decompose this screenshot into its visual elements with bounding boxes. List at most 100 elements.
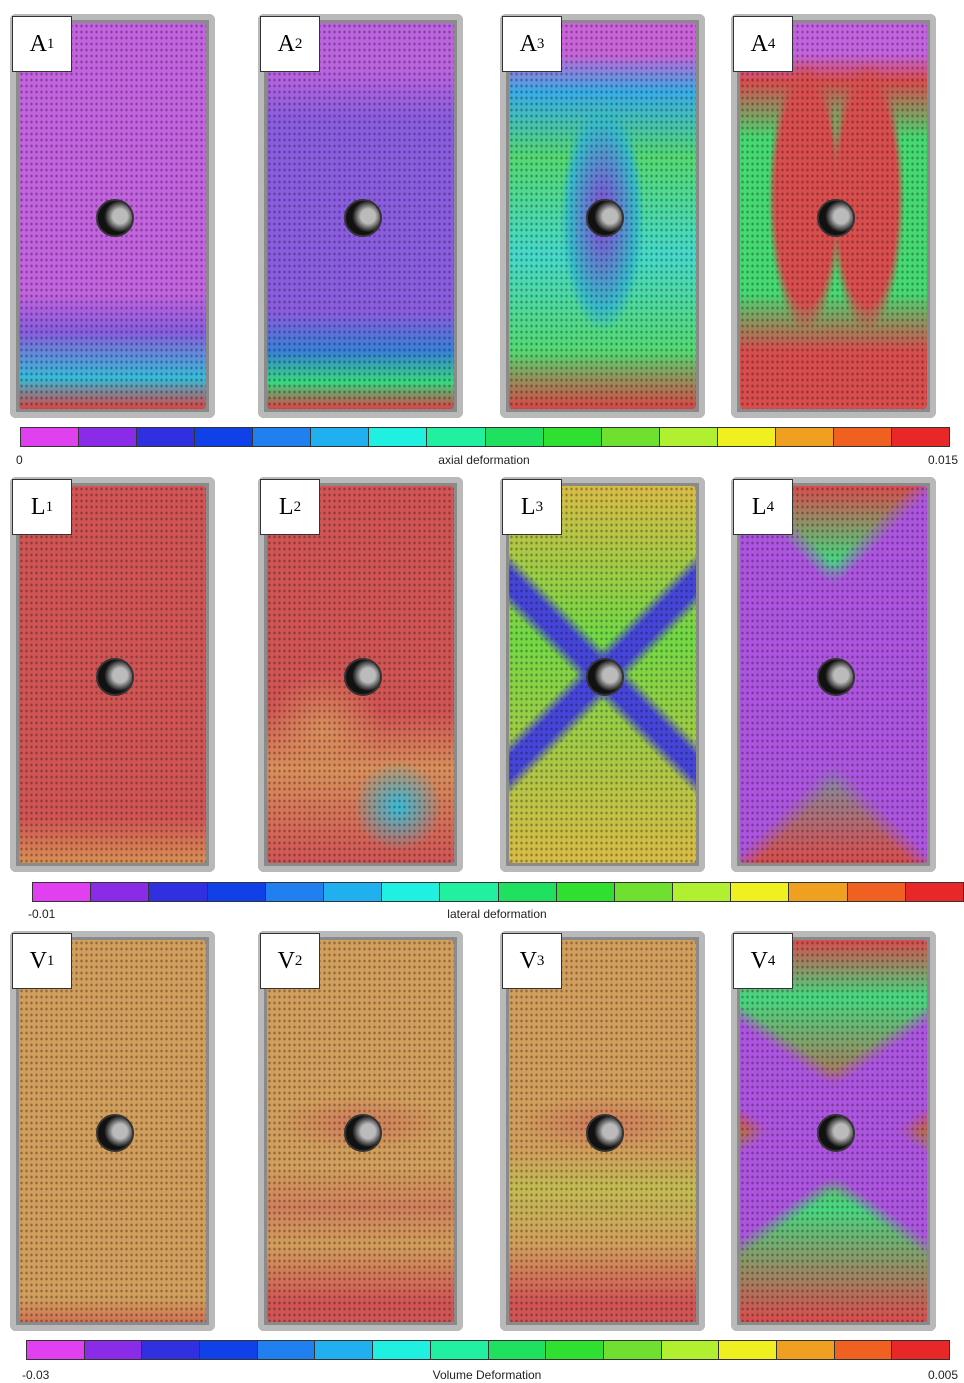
- colorbar-swatch: [848, 883, 906, 901]
- panel-letter: A: [751, 31, 768, 58]
- colorbar-swatch: [195, 428, 253, 446]
- hole: [344, 658, 382, 696]
- hole: [96, 199, 134, 237]
- colorbar-swatch: [660, 428, 718, 446]
- colorbar-swatch: [776, 428, 834, 446]
- colorbar-swatch: [149, 883, 207, 901]
- colorbar-swatch: [85, 1341, 143, 1359]
- hole: [344, 1114, 382, 1152]
- hole: [586, 199, 624, 237]
- deformation-panel: L4: [731, 477, 936, 872]
- colorbar-swatch: [557, 883, 615, 901]
- panel-subscript: 1: [47, 953, 55, 970]
- panel-letter: V: [520, 948, 537, 975]
- colorbar-title: lateral deformation: [32, 907, 962, 921]
- panel-letter: L: [752, 494, 767, 521]
- panel-subscript: 2: [294, 499, 302, 516]
- colorbar: [20, 427, 950, 447]
- colorbar-swatch: [718, 428, 776, 446]
- colorbar-swatch: [142, 1341, 200, 1359]
- colorbar-swatch: [486, 428, 544, 446]
- panel-letter: V: [30, 948, 47, 975]
- panel-subscript: 2: [295, 36, 303, 53]
- panel-subscript: 3: [537, 953, 545, 970]
- colorbar-swatch: [79, 428, 137, 446]
- colorbar-swatch: [489, 1341, 547, 1359]
- panel-letter: L: [31, 494, 46, 521]
- colorbar-swatch: [615, 883, 673, 901]
- deformation-panel: L3: [500, 477, 705, 872]
- hole: [96, 1114, 134, 1152]
- colorbar-swatch: [200, 1341, 258, 1359]
- colorbar-swatch: [427, 428, 485, 446]
- colorbar-swatch: [544, 428, 602, 446]
- panel-letter: A: [30, 31, 47, 58]
- colorbar-swatch: [892, 1341, 949, 1359]
- hole: [817, 199, 855, 237]
- colorbar-swatch: [369, 428, 427, 446]
- colorbar-swatch: [673, 883, 731, 901]
- panel-subscript: 1: [46, 499, 54, 516]
- colorbar-swatch: [662, 1341, 720, 1359]
- panel-letter: L: [279, 494, 294, 521]
- colorbar-swatch: [719, 1341, 777, 1359]
- panel-letter: A: [278, 31, 295, 58]
- colorbar-swatch: [440, 883, 498, 901]
- hole: [586, 1114, 624, 1152]
- colorbar-swatch: [253, 428, 311, 446]
- colorbar-swatch: [835, 1341, 893, 1359]
- colorbar-swatch: [208, 883, 266, 901]
- hole: [817, 1114, 855, 1152]
- hole: [344, 199, 382, 237]
- panel-subscript: 4: [768, 953, 776, 970]
- panel-letter: L: [521, 494, 536, 521]
- colorbar-swatch: [834, 428, 892, 446]
- colorbar-swatch: [315, 1341, 373, 1359]
- colorbar-swatch: [91, 883, 149, 901]
- colorbar-swatch: [602, 428, 660, 446]
- colorbar-swatch: [137, 428, 195, 446]
- colorbar-swatch: [311, 428, 369, 446]
- panel-subscript: 3: [537, 36, 545, 53]
- colorbar-swatch: [431, 1341, 489, 1359]
- panel-letter: V: [278, 948, 295, 975]
- panel-letter: V: [751, 948, 768, 975]
- colorbar-swatch: [27, 1341, 85, 1359]
- colorbar-swatch: [789, 883, 847, 901]
- panel-letter: A: [520, 31, 537, 58]
- panel-subscript: 1: [47, 36, 55, 53]
- colorbar-swatch: [258, 1341, 316, 1359]
- panel-subscript: 3: [536, 499, 544, 516]
- colorbar-swatch: [604, 1341, 662, 1359]
- colorbar-title: Volume Deformation: [26, 1368, 948, 1382]
- colorbar-swatch: [373, 1341, 431, 1359]
- colorbar: [26, 1340, 950, 1360]
- panel-label: A4: [733, 16, 793, 72]
- colorbar-swatch: [777, 1341, 835, 1359]
- colorbar: [32, 882, 964, 902]
- colorbar-swatch: [324, 883, 382, 901]
- colorbar-title: axial deformation: [20, 453, 948, 467]
- colorbar-swatch: [382, 883, 440, 901]
- hole: [586, 658, 624, 696]
- colorbar-swatch: [546, 1341, 604, 1359]
- hole: [96, 658, 134, 696]
